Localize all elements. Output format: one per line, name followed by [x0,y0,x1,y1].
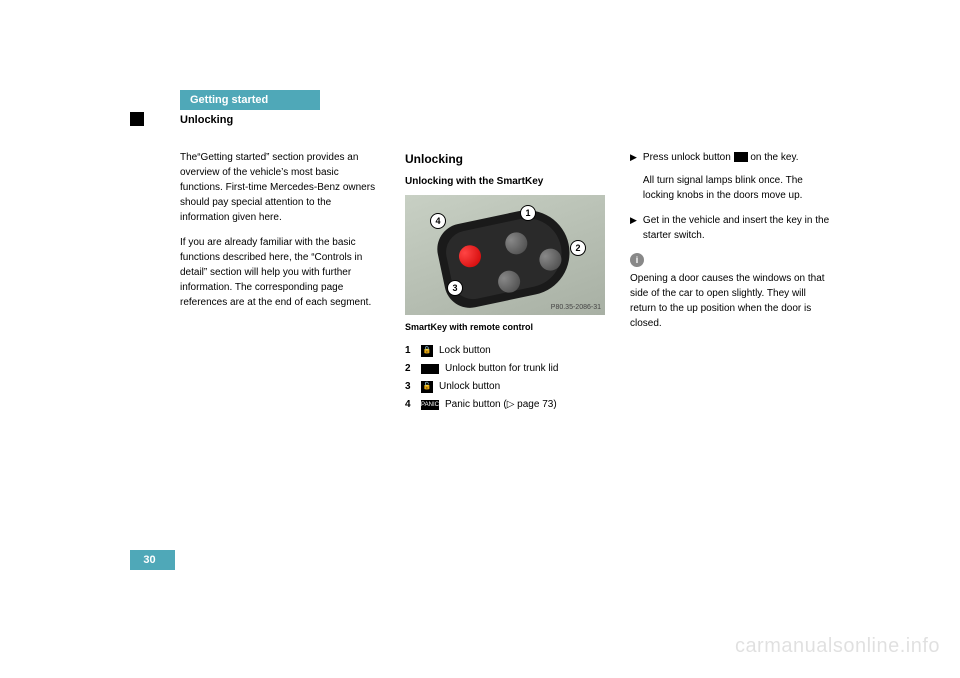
step-1: ▶ Press unlock button on the key. All tu… [630,150,830,203]
step-1-text-b: on the key. [750,152,798,163]
intro-paragraph-1: The“Getting started” section provides an… [180,150,380,225]
triangle-bullet-icon: ▶ [630,214,637,243]
callout-2: 2 [570,240,586,256]
legend-text-4: Panic button (▷ page 73) [445,397,557,413]
legend-num-1: 1 [405,343,415,359]
legend-num-3: 3 [405,379,415,395]
lock-icon: 🔒 [421,345,433,357]
triangle-bullet-icon: ▶ [630,151,637,203]
unlock-button-graphic [496,269,522,295]
legend-row-1: 1 🔒 Lock button [405,343,605,359]
keyfob-shape [433,202,578,312]
info-icon: i [630,253,644,267]
legend-row-2: 2 Unlock button for trunk lid [405,361,605,377]
legend-text-3: Unlock button [439,379,500,395]
section-marker [130,112,144,126]
trunk-button-graphic [537,247,563,273]
legend-row-4: 4 PANIC Panic button (▷ page 73) [405,397,605,413]
info-block: i Opening a door causes the windows on t… [630,253,830,331]
legend-row-3: 3 🔓 Unlock button [405,379,605,395]
callout-4: 4 [430,213,446,229]
column-2: Unlocking Unlocking with the SmartKey 1 … [405,150,605,415]
unlocking-subtitle: Unlocking with the SmartKey [405,174,605,189]
intro-paragraph-2: If you are already familiar with the bas… [180,235,380,310]
page-number: 30 [130,550,175,570]
section-heading: Unlocking [180,114,233,126]
image-caption: SmartKey with remote control [405,321,605,335]
unlock-inline-icon [734,152,748,162]
step-1-body: Press unlock button on the key. All turn… [643,150,830,203]
chapter-tab: Getting started [180,90,320,110]
smartkey-image: 1 2 3 4 P80.35-2086-31 [405,195,605,315]
callout-1: 1 [520,205,536,221]
image-part-number: P80.35-2086-31 [551,303,601,314]
trunk-icon [421,364,439,374]
column-1: The“Getting started” section provides an… [180,150,380,415]
legend: 1 🔒 Lock button 2 Unlock button for trun… [405,343,605,413]
unlocking-title: Unlocking [405,150,605,168]
step-2-text: Get in the vehicle and insert the key in… [643,213,830,243]
panic-icon: PANIC [421,400,439,410]
panic-button-graphic [457,243,483,269]
callout-3: 3 [447,280,463,296]
content-columns: The“Getting started” section provides an… [180,150,830,415]
legend-num-4: 4 [405,397,415,413]
legend-num-2: 2 [405,361,415,377]
watermark: carmanualsonline.info [735,635,940,658]
legend-text-1: Lock button [439,343,491,359]
info-text: Opening a door causes the windows on tha… [630,271,830,331]
legend-text-2: Unlock button for trunk lid [445,361,558,377]
step-1-text-a: Press unlock button [643,152,731,163]
step-1-result: All turn signal lamps blink once. The lo… [643,173,830,203]
manual-page: Getting started Unlocking The“Getting st… [130,90,830,610]
column-3: ▶ Press unlock button on the key. All tu… [630,150,830,415]
step-2: ▶ Get in the vehicle and insert the key … [630,213,830,243]
lock-button-graphic [503,230,529,256]
unlock-icon: 🔓 [421,381,433,393]
